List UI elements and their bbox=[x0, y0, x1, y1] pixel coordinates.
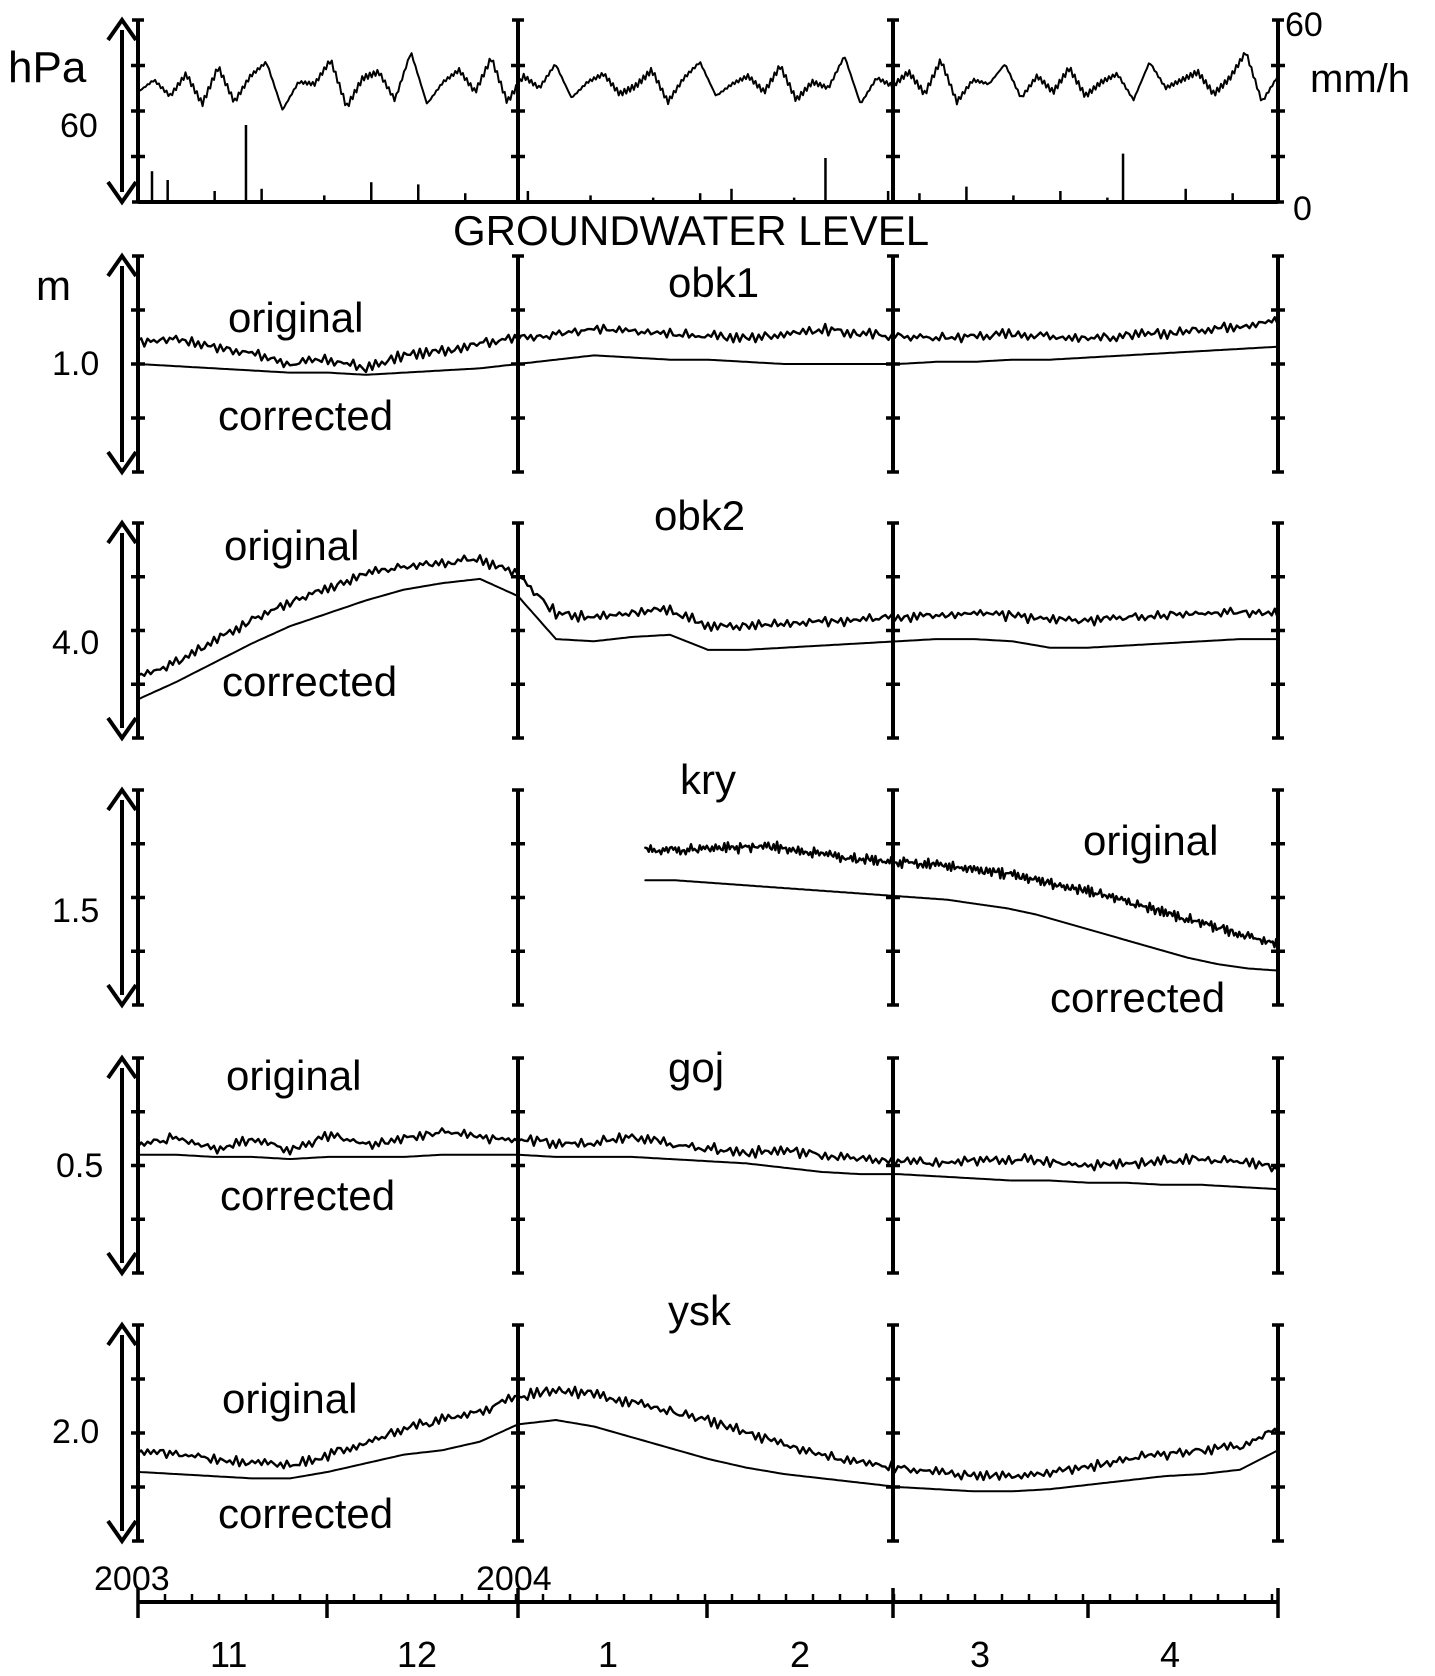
obk1-name: obk1 bbox=[668, 259, 759, 306]
obk2-original-line bbox=[136, 554, 1280, 677]
kry-original-label: original bbox=[1083, 817, 1218, 864]
obk2-ytick-label: 4.0 bbox=[52, 624, 99, 662]
panels-y-unit: m bbox=[36, 262, 71, 309]
ysk-original-label: original bbox=[222, 1375, 357, 1422]
ysk-corrected-line bbox=[137, 1419, 1279, 1493]
goj-ytick-label: 0.5 bbox=[56, 1147, 103, 1185]
y-arrow-head-down bbox=[106, 1519, 138, 1545]
month-label: 11 bbox=[210, 1634, 247, 1675]
obk2-corrected-line bbox=[137, 577, 1279, 701]
chart-title: GROUNDWATER LEVEL bbox=[453, 207, 929, 254]
ysk-corrected-label: corrected bbox=[218, 1490, 393, 1537]
obk1-ytick-label: 1.0 bbox=[52, 345, 99, 383]
kry-corrected-line bbox=[644, 879, 1279, 972]
top-left-unit-label: hPa bbox=[8, 43, 87, 92]
obk1-original-line bbox=[136, 316, 1280, 374]
year-label-start: 2003 bbox=[94, 1560, 170, 1598]
y-arrow-head-up bbox=[106, 1321, 138, 1347]
y-arrow-head-up bbox=[106, 786, 138, 812]
y-arrow-head-down bbox=[106, 983, 138, 1009]
goj-original-line bbox=[136, 1127, 1280, 1173]
obk2-name: obk2 bbox=[654, 492, 745, 539]
chart-drawing bbox=[106, 16, 1285, 1618]
kry-ytick-label: 1.5 bbox=[52, 892, 99, 930]
y-arrow-head-down bbox=[106, 180, 138, 206]
y-arrow-head-down bbox=[106, 716, 138, 742]
y-arrow-head-up bbox=[106, 16, 138, 42]
goj-name: goj bbox=[668, 1044, 724, 1091]
obk1-original-label: original bbox=[228, 294, 363, 341]
kry-name: kry bbox=[680, 756, 736, 803]
pressure-series-line bbox=[137, 52, 1279, 111]
y-arrow-head-up bbox=[106, 519, 138, 545]
month-label: 3 bbox=[970, 1634, 990, 1675]
goj-corrected-label: corrected bbox=[220, 1172, 395, 1219]
year-label-mid: 2004 bbox=[476, 1560, 552, 1598]
kry-corrected-label: corrected bbox=[1050, 974, 1225, 1021]
y-arrow-head-up bbox=[106, 252, 138, 278]
goj-corrected-line bbox=[137, 1153, 1279, 1191]
kry-original-line bbox=[644, 840, 1280, 949]
ysk-original-line bbox=[136, 1385, 1280, 1482]
obk2-corrected-label: corrected bbox=[222, 658, 397, 705]
y-arrow-head-down bbox=[106, 1251, 138, 1277]
month-label: 1 bbox=[598, 1634, 618, 1675]
obk1-corrected-label: corrected bbox=[218, 392, 393, 439]
ysk-name: ysk bbox=[668, 1287, 732, 1334]
month-label: 12 bbox=[397, 1634, 437, 1675]
y-arrow-head-down bbox=[106, 450, 138, 476]
ysk-ytick-label: 2.0 bbox=[52, 1413, 99, 1451]
top-left-tick-label: 60 bbox=[60, 107, 98, 145]
obk1-corrected-line bbox=[137, 345, 1279, 376]
month-label: 4 bbox=[1160, 1634, 1180, 1675]
obk2-original-label: original bbox=[224, 522, 359, 569]
y-arrow-head-up bbox=[106, 1054, 138, 1080]
top-right-tick-bottom: 0 bbox=[1293, 190, 1312, 228]
goj-original-label: original bbox=[226, 1052, 361, 1099]
top-right-tick-top: 60 bbox=[1285, 6, 1323, 44]
top-right-unit-label: mm/h bbox=[1310, 57, 1410, 101]
month-label: 2 bbox=[790, 1634, 810, 1675]
